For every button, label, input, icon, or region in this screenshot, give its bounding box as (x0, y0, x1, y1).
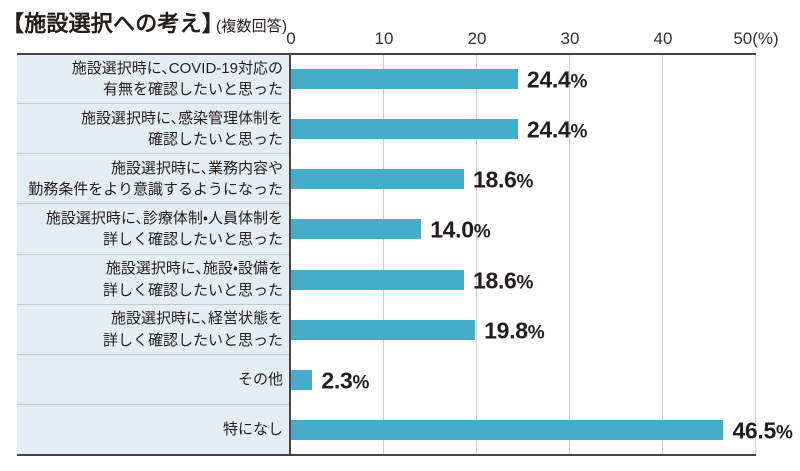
chart-border-bottom (17, 454, 756, 456)
category-label-line: 施設選択時に、診療体制・人員体制を (45, 209, 283, 227)
value-number: 19.8 (484, 317, 528, 344)
chart-title: 【施設選択への考え】 (複数回答) (13, 6, 287, 38)
gridline (755, 54, 756, 455)
bar (291, 169, 464, 190)
category-label-line: 施設選択時に、施設・設備を (105, 260, 283, 278)
category-label: 施設選択時に、経営状態を詳しく確認したいと思った (17, 304, 291, 355)
percent-sign: % (352, 372, 370, 394)
category-label-line: 勤務条件をより意識するようになった (28, 181, 283, 199)
chart-row: 施設選択時に、感染管理体制を確認したいと思った 24.4% (17, 104, 756, 155)
value-label: 2.3% (321, 367, 370, 394)
x-axis-tick-label: 0 (286, 29, 296, 48)
category-label: 施設選択時に、業務内容や勤務条件をより意識するようになった (17, 154, 291, 205)
category-label: 施設選択時に、COVID-19対応の有無を確認したいと思った (17, 54, 291, 105)
category-label-line: 詳しく確認したいと思った (102, 281, 283, 299)
category-label-line: 有無を確認したいと思った (102, 81, 283, 99)
category-label: 特になし (17, 404, 291, 455)
category-label-line: 施設選択時に、経営状態を (110, 310, 283, 328)
value-label: 18.6% (472, 267, 534, 294)
percent-sign: % (473, 221, 491, 243)
value-label: 46.5% (732, 417, 793, 444)
plot-cell: 24.4% (291, 104, 756, 154)
x-axis-tick-label: 50(%) (733, 29, 779, 48)
percent-sign: % (570, 121, 588, 143)
bar (291, 319, 476, 340)
value-number: 46.5 (732, 417, 777, 444)
x-axis-tick-label: 40 (653, 29, 673, 48)
x-axis-tick-label: 30 (560, 29, 580, 48)
category-label-line: 施設選択時に、COVID-19対応の (71, 59, 283, 77)
category-label-line: 施設選択時に、感染管理体制を (80, 109, 283, 127)
plot-cell: 18.6% (291, 255, 756, 305)
chart-title-note: (複数回答) (216, 18, 288, 35)
gridline (383, 54, 384, 455)
x-axis-tick-label: 20 (467, 29, 487, 48)
gridline (476, 54, 477, 455)
chart-row: 施設選択時に、経営状態を詳しく確認したいと思った 19.8% (17, 304, 756, 355)
gridlines (291, 54, 756, 455)
category-label: 施設選択時に、施設・設備を 詳しく確認したいと思った (17, 254, 291, 305)
bar (291, 119, 518, 140)
plot-cell: 2.3% (291, 355, 756, 405)
value-label: 24.4% (526, 116, 588, 143)
bar (291, 419, 724, 440)
plot-cell: 19.8% (291, 305, 756, 355)
value-number: 2.3 (321, 367, 353, 394)
chart-row: 施設選択時に、COVID-19対応の有無を確認したいと思った 24.4% (17, 54, 756, 105)
chart-row: 施設選択時に、施設・設備を 詳しく確認したいと思った 18.6% (17, 254, 756, 305)
percent-sign: % (516, 272, 534, 294)
chart-row: 施設選択時に、診療体制・人員体制を詳しく確認したいと思った 14.0% (17, 204, 756, 255)
category-label: その他 (17, 354, 291, 406)
category-label-line: 施設選択時に、業務内容や (110, 159, 283, 177)
category-label-line: 詳しく確認したいと思った (102, 231, 283, 249)
gridline (569, 54, 570, 455)
gridline (662, 54, 663, 455)
plot-cell: 14.0% (291, 204, 756, 254)
chart-row: 施設選択時に、業務内容や勤務条件をより意識するようになった 18.6% (17, 154, 756, 205)
y-axis-line (289, 54, 291, 455)
value-label: 18.6% (472, 166, 534, 193)
category-label: 施設選択時に、感染管理体制を確認したいと思った (17, 104, 291, 155)
bar (291, 219, 422, 240)
plot-cell: 24.4% (291, 54, 756, 104)
bar (291, 69, 518, 90)
value-label: 14.0% (430, 216, 491, 243)
percent-sign: % (776, 422, 793, 444)
plot-cell: 18.6% (291, 154, 756, 204)
value-label: 19.8% (484, 317, 545, 344)
plot-cell: 46.5% (291, 405, 793, 455)
category-label: 施設選択時に、診療体制・人員体制を詳しく確認したいと思った (17, 204, 291, 255)
value-label: 24.4% (526, 66, 588, 93)
category-label-line: 詳しく確認したいと思った (102, 331, 283, 349)
value-number: 14.0 (430, 216, 474, 243)
chart-plot-area: 施設選択時に、COVID-19対応の 有無を確認したいと思った 24.4% 施設選択時… (17, 53, 793, 456)
chart-row: 特になし 46.5% (17, 404, 793, 455)
percent-sign: % (570, 71, 588, 93)
percent-sign: % (516, 171, 534, 193)
value-number: 24.4 (526, 66, 571, 93)
x-axis-tick-label: 10 (374, 29, 394, 48)
value-number: 24.4 (526, 116, 571, 143)
category-label-line: 確認したいと思った (147, 131, 283, 149)
percent-sign: % (527, 322, 545, 344)
bar (291, 369, 313, 390)
value-number: 18.6 (472, 166, 517, 193)
chart-rows: 施設選択時に、COVID-19対応の 有無を確認したいと思った 24.4% 施設選択時… (17, 54, 793, 455)
chart-border-top (17, 53, 756, 55)
category-label-line: 特になし (222, 421, 283, 439)
chart-title-main: 【施設選択への考え】 (13, 11, 214, 36)
chart-row: その他 2.3% (17, 354, 756, 406)
value-number: 18.6 (472, 267, 517, 294)
bar (291, 269, 464, 290)
category-label-line: その他 (237, 371, 283, 389)
